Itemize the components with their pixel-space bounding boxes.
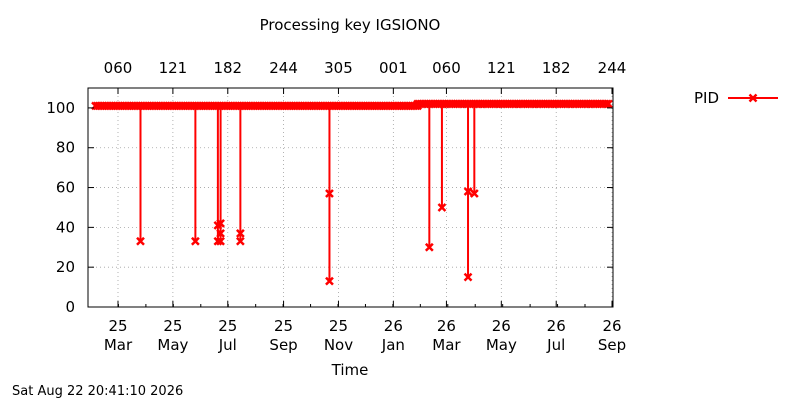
x-top-tick-label-6: 060	[432, 59, 461, 77]
x-tick-label-day-8: 26	[547, 317, 566, 335]
legend-label-pid: PID	[694, 89, 719, 107]
legend-marker-x-b	[748, 93, 758, 103]
dip-point-4-2	[235, 236, 245, 246]
timestamp: Sat Aug 22 20:41:10 2026	[12, 384, 183, 399]
y-tick-label-80: 80	[56, 139, 75, 157]
data-point	[602, 99, 611, 109]
x-tick-label-month-8: Jul	[546, 336, 565, 354]
x-top-tick-label-9: 244	[598, 59, 627, 77]
x-tick-labels-top: 060 121 182 244 305 001 060 121 182 244	[104, 59, 627, 77]
x-tick-label-day-9: 26	[602, 317, 621, 335]
dip-point-0-1-b	[136, 236, 145, 246]
x-tick-label-month-0: Mar	[104, 336, 133, 354]
x-tick-label-month-9: Sep	[598, 336, 626, 354]
data-point-b	[602, 99, 611, 109]
legend-marker-x	[748, 93, 758, 103]
x-tick-label-day-5: 26	[384, 317, 403, 335]
x-tick-label-day-3: 25	[274, 317, 293, 335]
y-tick-label-60: 60	[56, 179, 75, 197]
dip-point-8-1	[463, 272, 473, 282]
dip-point-3-2-b	[216, 228, 225, 238]
legend-marker-pid	[748, 93, 758, 103]
data-point-b	[604, 99, 613, 109]
dip-point-3-3	[216, 236, 225, 246]
dip-point-1-1-b	[191, 236, 200, 246]
dip-point-4-1-b	[235, 228, 245, 238]
dip-point-6-1-b	[424, 242, 434, 252]
x-tick-label-month-7: May	[486, 336, 517, 354]
dip-point-8-1-b	[463, 272, 473, 282]
x-tick-label-month-5: Jan	[381, 336, 405, 354]
dip-point-9-1	[469, 189, 479, 198]
x-tick-label-month-1: May	[157, 336, 188, 354]
x-top-tick-label-4: 305	[324, 59, 353, 77]
x-tick-label-day-2: 25	[218, 317, 237, 335]
dip-point-1-1	[191, 236, 200, 246]
y-tick-label-100: 100	[46, 99, 75, 117]
x-tick-label-month-3: Sep	[269, 336, 297, 354]
x-top-tick-label-5: 001	[379, 59, 408, 77]
x-tick-label-day-6: 26	[437, 317, 456, 335]
tick-marks	[88, 88, 613, 308]
dip-point-6-1	[424, 242, 434, 252]
x-top-tick-label-3: 244	[269, 59, 298, 77]
x-top-tick-label-1: 121	[159, 59, 188, 77]
y-tick-label-0: 0	[65, 298, 75, 316]
x-tick-label-day-7: 26	[492, 317, 511, 335]
dip-point-3-2	[216, 228, 225, 238]
dip-point-5-0	[325, 189, 334, 198]
dip-point-7-1-b	[437, 203, 447, 212]
x-tick-label-day-1: 25	[163, 317, 182, 335]
x-top-tick-label-7: 121	[487, 59, 516, 77]
y-tick-label-20: 20	[56, 258, 75, 276]
legend: PID	[694, 89, 778, 107]
dip-point-5-1-b	[325, 276, 334, 286]
dip-point-3-1	[216, 218, 225, 228]
x-top-tick-label-0: 060	[104, 59, 133, 77]
dip-point-3-3-b	[216, 236, 225, 246]
x-top-tick-label-8: 182	[542, 59, 571, 77]
dip-point-4-2-b	[235, 236, 245, 246]
dip-point-9-1-b	[469, 189, 479, 198]
x-tick-label-day-0: 25	[108, 317, 127, 335]
dip-point-4-1	[235, 228, 245, 238]
dip-point-5-1	[325, 276, 334, 286]
dip-point-3-1-b	[216, 218, 225, 228]
x-tick-labels-bottom: 25Mar25May25Jul25Sep25Nov26Jan26Mar26May…	[104, 317, 626, 354]
x-tick-label-day-4: 25	[329, 317, 348, 335]
dip-point-8-0-b	[463, 187, 473, 196]
x-axis-label: Time	[331, 361, 369, 379]
dip-point-0-1	[136, 236, 145, 246]
series-pid	[91, 99, 613, 286]
grid-lines	[88, 88, 613, 308]
x-tick-label-month-2: Jul	[218, 336, 237, 354]
x-tick-label-month-6: Mar	[432, 336, 461, 354]
data-point	[604, 99, 613, 109]
dip-point-5-0-b	[325, 189, 334, 198]
dip-point-8-0	[463, 187, 473, 196]
chart-title: Processing key IGSIONO	[260, 16, 441, 34]
dip-point-7-1	[437, 203, 447, 212]
y-tick-labels: 0 20 40 60 80 100	[46, 99, 75, 316]
y-tick-label-40: 40	[56, 218, 75, 236]
x-top-tick-label-2: 182	[213, 59, 242, 77]
plot-frame	[87, 87, 614, 308]
x-tick-label-month-4: Nov	[324, 336, 353, 354]
